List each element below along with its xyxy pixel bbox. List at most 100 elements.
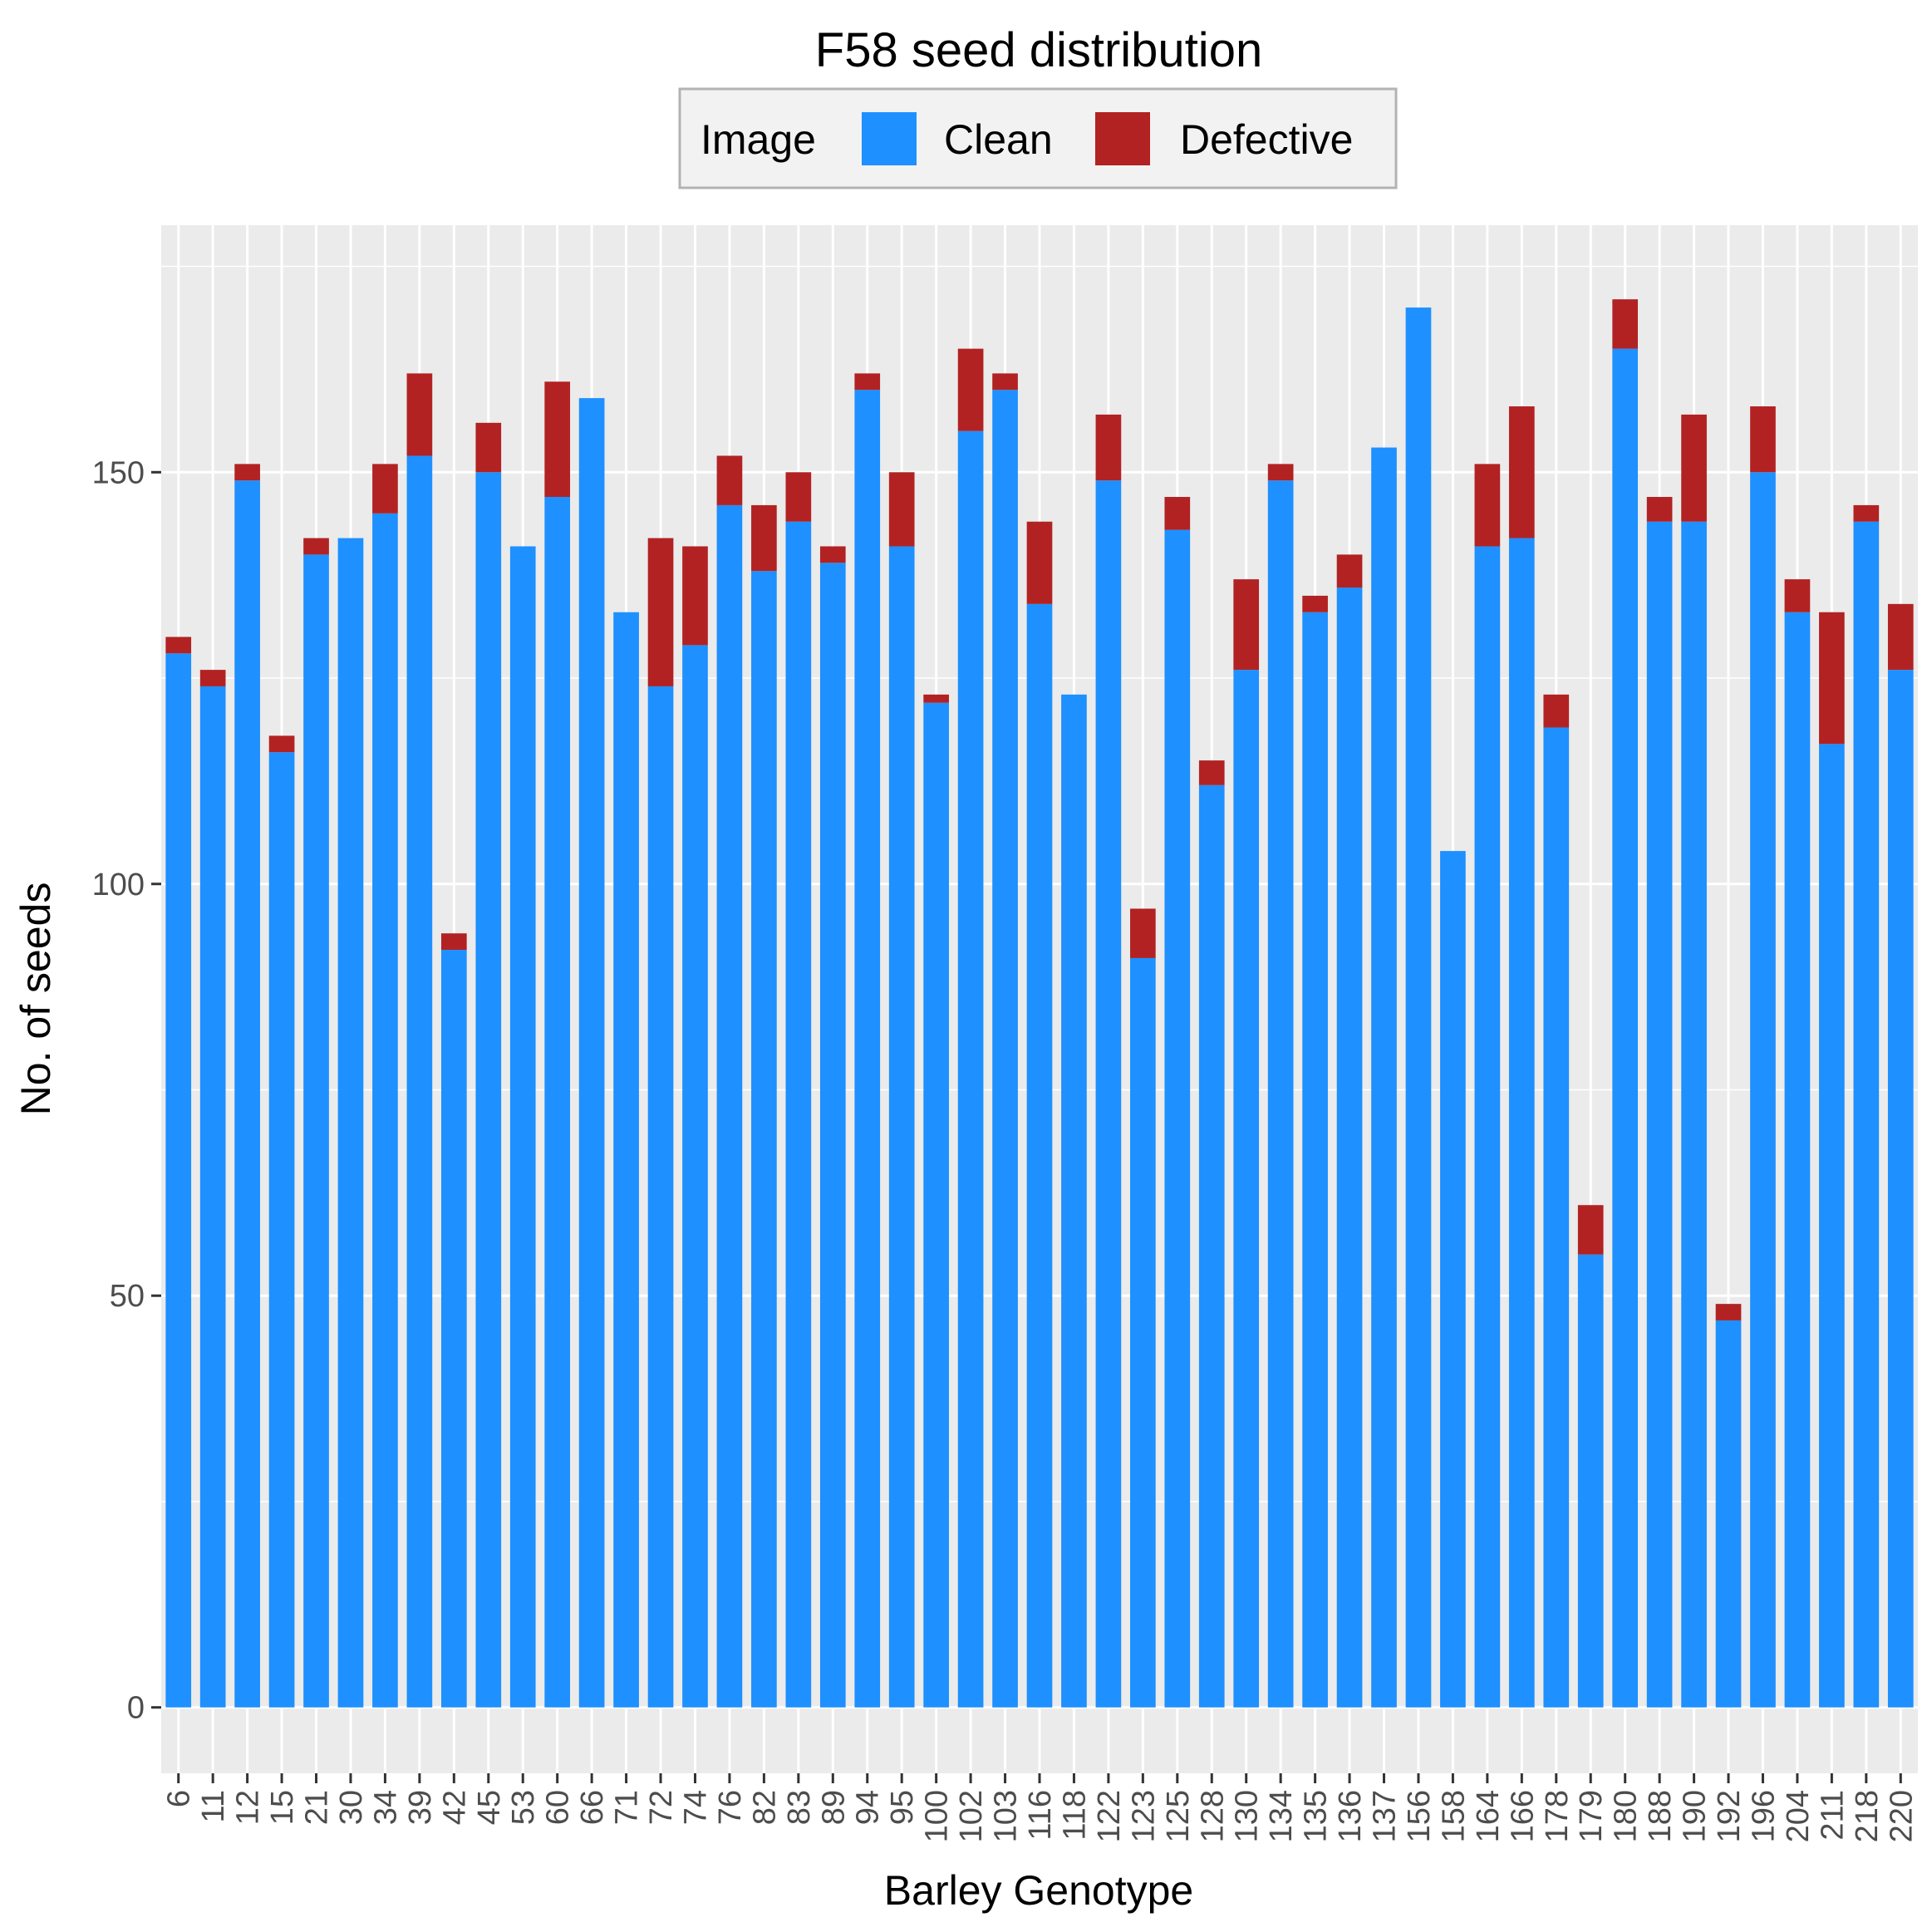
y-tick-label: 150 (92, 455, 145, 490)
x-tick-label: 190 (1678, 1790, 1713, 1842)
bar-defective-130 (1233, 579, 1260, 671)
x-tick-label: 180 (1609, 1790, 1644, 1842)
bar-defective-45 (475, 422, 502, 473)
chart-title: F58 seed distribution (815, 23, 1262, 77)
bar-defective-116 (1026, 521, 1053, 604)
x-tick-label: 122 (1092, 1790, 1127, 1842)
bar-defective-134 (1267, 464, 1294, 481)
bar-clean-164 (1474, 546, 1501, 1708)
bar-clean-196 (1750, 472, 1776, 1708)
x-tick-label: 39 (403, 1790, 438, 1825)
bars (165, 299, 1914, 1708)
x-tick-label: 83 (782, 1790, 817, 1825)
legend-key-defective (1095, 112, 1150, 165)
x-tick-label: 89 (816, 1790, 851, 1825)
bar-defective-103 (992, 373, 1018, 391)
bar-defective-102 (957, 348, 984, 431)
bar-clean-6 (165, 653, 192, 1708)
bar-defective-180 (1612, 299, 1639, 349)
x-tick-label: 94 (851, 1790, 886, 1825)
bar-defective-188 (1646, 497, 1673, 522)
bar-defective-136 (1336, 554, 1363, 588)
legend-label-defective: Defective (1180, 116, 1353, 163)
bar-defective-123 (1130, 908, 1156, 958)
bar-clean-103 (992, 390, 1018, 1708)
bar-clean-130 (1233, 670, 1260, 1708)
bar-clean-178 (1543, 727, 1570, 1708)
bar-defective-74 (682, 546, 708, 646)
x-tick-label: 166 (1505, 1790, 1540, 1842)
x-tick-label: 12 (231, 1790, 266, 1825)
x-tick-label: 102 (954, 1790, 989, 1842)
bar-defective-42 (440, 933, 467, 951)
bar-clean-72 (647, 686, 674, 1708)
bar-clean-179 (1577, 1254, 1604, 1708)
x-tick-label: 118 (1057, 1790, 1092, 1841)
bar-defective-192 (1715, 1304, 1742, 1320)
bar-clean-137 (1371, 447, 1397, 1708)
bar-defective-100 (923, 694, 949, 703)
x-tick-label: 76 (713, 1790, 748, 1825)
x-tick-label: 164 (1471, 1790, 1506, 1842)
bar-clean-204 (1784, 612, 1811, 1708)
bar-clean-53 (509, 546, 536, 1708)
bar-defective-135 (1302, 595, 1328, 612)
bar-clean-21 (303, 554, 329, 1708)
bar-clean-82 (751, 571, 777, 1708)
bar-defective-34 (372, 464, 398, 514)
x-tick-label: 53 (506, 1790, 541, 1825)
x-tick-label: 178 (1540, 1790, 1575, 1842)
bar-clean-180 (1612, 348, 1639, 1708)
x-tick-label: 211 (1815, 1790, 1850, 1841)
bar-defective-95 (888, 472, 915, 547)
bar-defective-12 (234, 464, 260, 481)
y-tick-label: 100 (92, 868, 145, 902)
bar-clean-34 (372, 513, 398, 1708)
x-tick-label: 130 (1230, 1790, 1265, 1842)
bar-defective-83 (785, 472, 812, 522)
bar-clean-188 (1646, 521, 1673, 1708)
x-tick-label: 66 (575, 1790, 610, 1825)
bar-clean-83 (785, 521, 812, 1708)
bar-defective-76 (716, 455, 743, 505)
x-tick-label: 123 (1126, 1790, 1161, 1842)
x-tick-label: 71 (610, 1790, 645, 1825)
legend-box (678, 87, 1398, 189)
bar-clean-134 (1267, 480, 1294, 1708)
bar-defective-94 (854, 373, 881, 391)
x-tick-label: 34 (368, 1790, 403, 1825)
x-tick-label: 30 (334, 1790, 369, 1825)
x-axis-title: Barley Genotype (884, 1867, 1193, 1914)
bar-defective-164 (1474, 464, 1501, 547)
bar-clean-45 (475, 472, 502, 1708)
bar-clean-102 (957, 430, 984, 1708)
x-tick-label: 103 (989, 1790, 1024, 1842)
y-axis-title: No. of seeds (12, 882, 59, 1116)
axes: 0 50 100 150 6 11 12 15 21 30 34 39 42 45 53 60 66 71 72 74… (92, 455, 1920, 1842)
bar-clean-76 (716, 504, 743, 1708)
bar-clean-60 (544, 497, 571, 1708)
bar-defective-122 (1095, 414, 1122, 481)
x-tick-label: 116 (1023, 1790, 1058, 1841)
x-tick-label: 6 (162, 1790, 197, 1807)
bar-clean-123 (1130, 957, 1156, 1708)
bar-defective-39 (406, 373, 433, 456)
bar-clean-136 (1336, 587, 1363, 1708)
x-tick-label: 137 (1368, 1790, 1403, 1842)
bar-clean-156 (1405, 307, 1432, 1708)
bar-defective-72 (647, 538, 674, 686)
bar-clean-125 (1164, 529, 1191, 1708)
bar-clean-39 (406, 455, 433, 1708)
x-tick-label: 72 (644, 1790, 679, 1825)
x-tick-label: 220 (1884, 1790, 1919, 1842)
bar-defective-15 (268, 735, 295, 753)
x-tick-label: 188 (1643, 1790, 1678, 1842)
bar-clean-122 (1095, 480, 1122, 1708)
bar-clean-71 (613, 612, 639, 1708)
bar-clean-192 (1715, 1320, 1742, 1708)
x-tick-label: 74 (678, 1790, 713, 1825)
y-tick-label: 0 (127, 1691, 145, 1726)
x-tick-label: 95 (885, 1790, 920, 1825)
bar-clean-94 (854, 390, 881, 1708)
